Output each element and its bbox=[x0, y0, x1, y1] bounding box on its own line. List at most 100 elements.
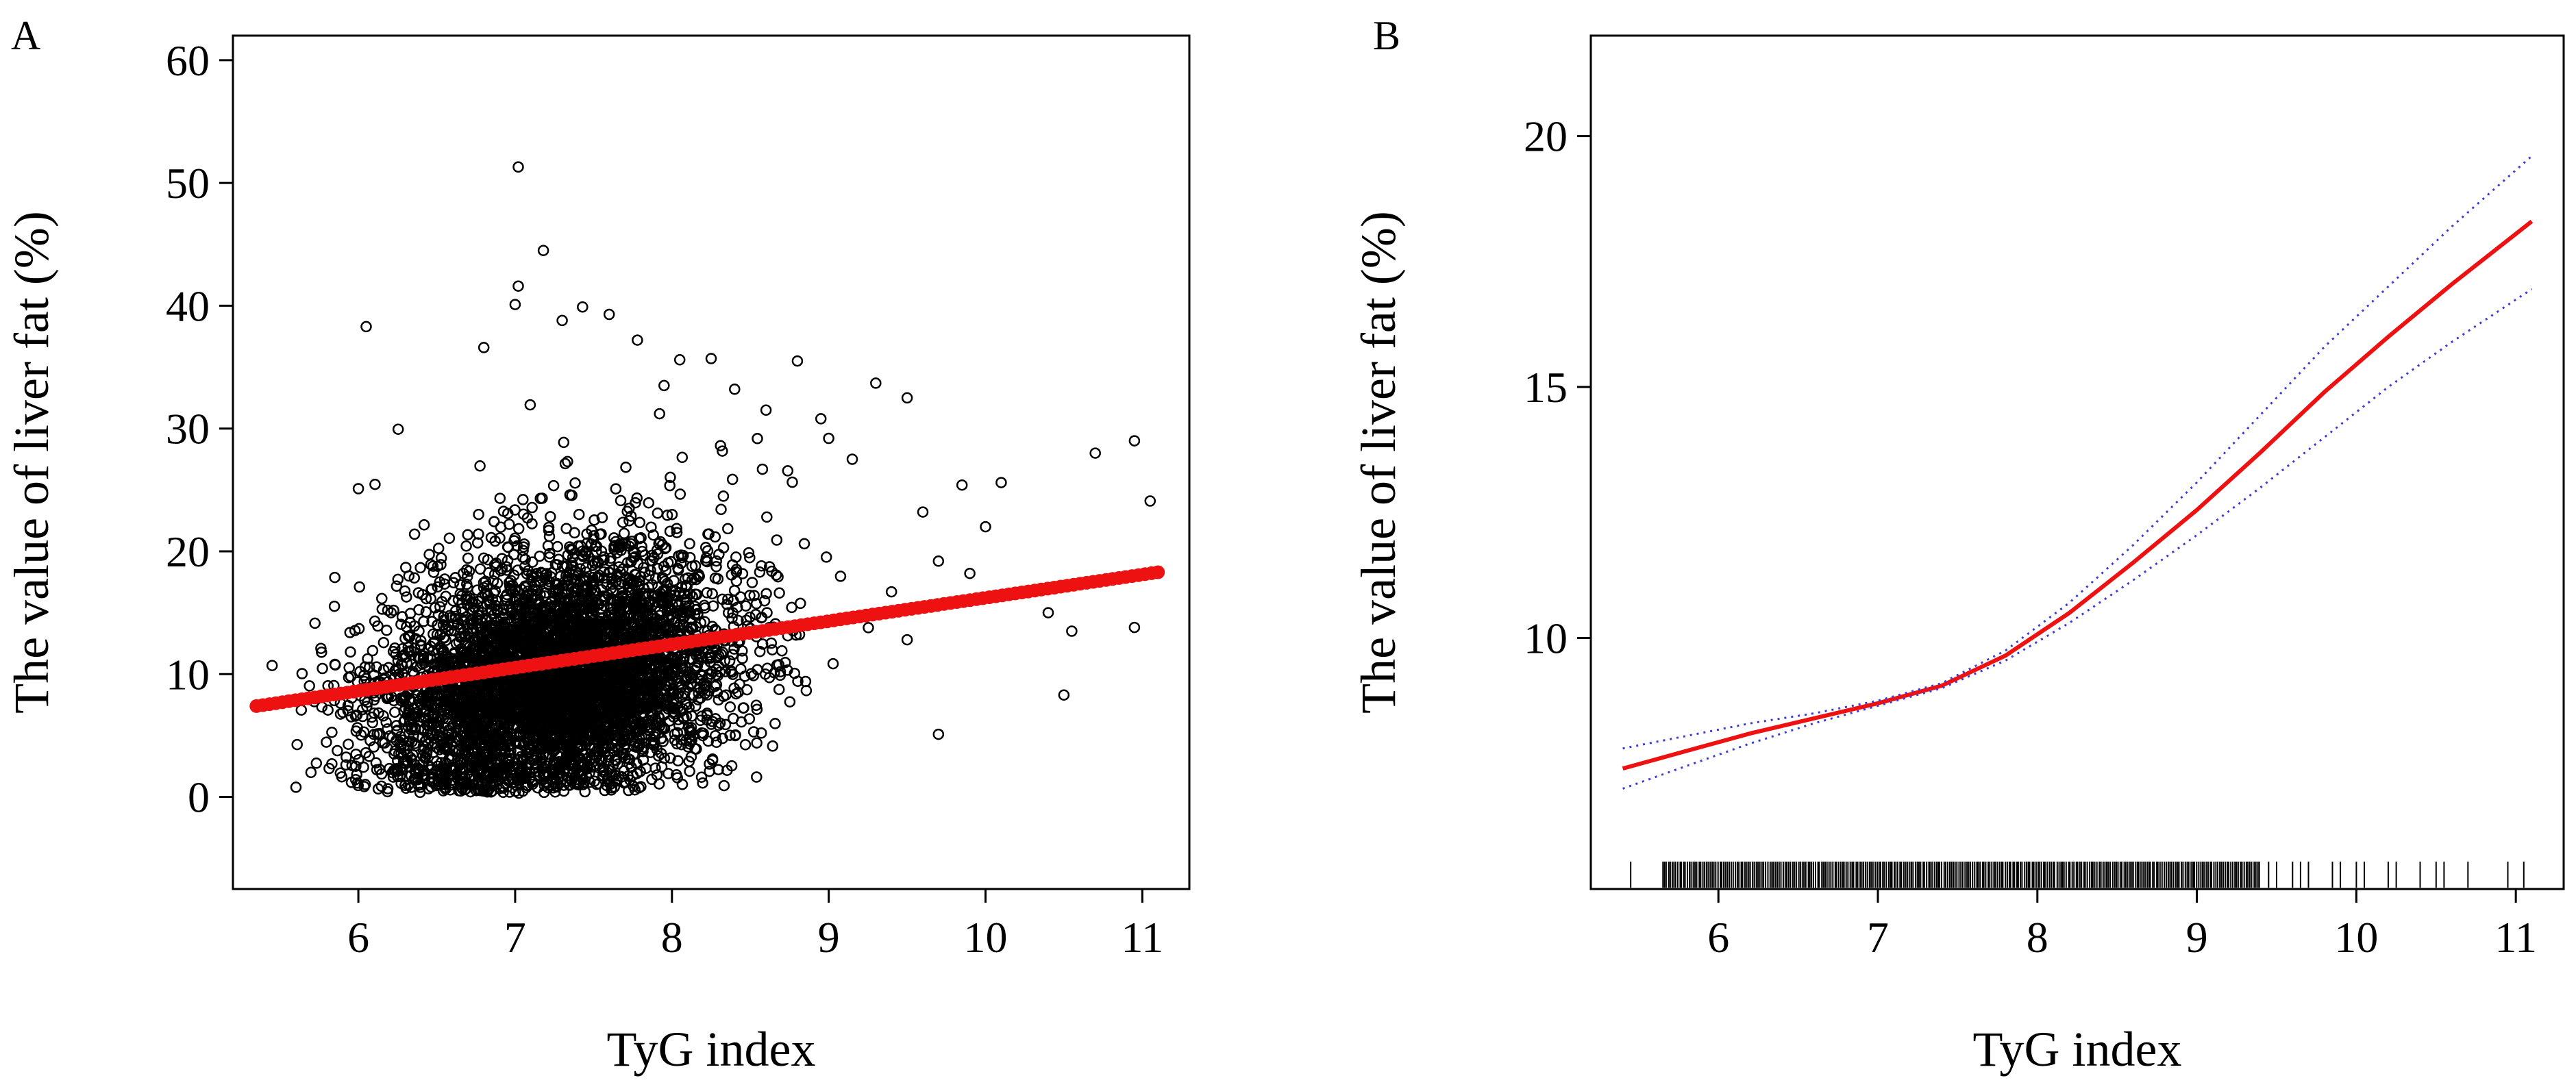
scatter-point bbox=[659, 584, 671, 596]
scatter-point bbox=[380, 716, 392, 728]
scatter-point bbox=[543, 525, 555, 536]
scatter-point bbox=[582, 759, 593, 771]
scatter-point bbox=[608, 753, 621, 766]
scatter-point bbox=[526, 501, 538, 514]
scatter-point bbox=[558, 758, 569, 770]
scatter-point bbox=[457, 606, 469, 618]
scatter-point bbox=[542, 540, 554, 552]
scatter-point bbox=[617, 563, 629, 575]
scatter-point bbox=[617, 516, 629, 528]
scatter-point bbox=[484, 768, 496, 779]
scatter-point bbox=[399, 779, 411, 791]
scatter-point bbox=[544, 547, 556, 560]
scatter-point bbox=[444, 610, 456, 622]
scatter-point bbox=[495, 521, 507, 533]
scatter-point bbox=[524, 399, 536, 411]
scatter-point bbox=[575, 540, 586, 552]
scatter-point bbox=[351, 709, 363, 721]
scatter-point bbox=[512, 523, 525, 535]
scatter-point bbox=[488, 568, 501, 580]
scatter-point bbox=[612, 541, 625, 553]
scatter-point bbox=[494, 716, 506, 728]
scatter-point bbox=[565, 608, 577, 621]
scatter-point bbox=[685, 721, 697, 734]
scatter-point bbox=[751, 703, 763, 715]
scatter-point bbox=[580, 562, 592, 573]
scatter-point bbox=[679, 600, 691, 612]
scatter-point bbox=[435, 642, 447, 655]
scatter-point bbox=[445, 749, 458, 762]
scatter-point bbox=[734, 591, 747, 603]
scatter-point bbox=[470, 649, 482, 660]
scatter-point bbox=[737, 702, 750, 714]
scatter-point bbox=[699, 660, 710, 672]
scatter-point bbox=[751, 771, 763, 783]
scatter-point bbox=[697, 729, 709, 742]
scatter-point bbox=[398, 716, 410, 728]
scatter-point bbox=[706, 588, 718, 600]
scatter-point bbox=[452, 594, 465, 606]
scatter-point bbox=[527, 556, 538, 568]
scatter-point bbox=[510, 736, 522, 747]
scatter-point bbox=[462, 723, 475, 736]
scatter-point bbox=[750, 609, 762, 621]
scatter-point bbox=[291, 738, 303, 751]
scatter-point bbox=[620, 461, 632, 473]
scatter-point bbox=[750, 699, 763, 712]
scatter-point bbox=[517, 785, 529, 797]
scatter-point bbox=[497, 505, 510, 517]
scatter-point bbox=[566, 489, 578, 501]
scatter-point bbox=[610, 483, 622, 495]
scatter-point bbox=[511, 775, 523, 786]
scatter-point bbox=[673, 719, 685, 731]
scatter-point bbox=[414, 786, 426, 799]
scatter-point bbox=[427, 560, 439, 572]
scatter-point bbox=[717, 542, 730, 554]
scatter-point bbox=[412, 587, 425, 599]
scatter-point bbox=[560, 755, 573, 767]
scatter-point bbox=[728, 712, 739, 725]
scatter-point bbox=[481, 732, 493, 744]
scatter-point bbox=[573, 508, 585, 521]
panel-a-letter: A bbox=[11, 13, 40, 58]
scatter-point bbox=[509, 504, 521, 516]
scatter-point bbox=[648, 551, 660, 564]
scatter-point bbox=[358, 781, 370, 792]
scatter-point bbox=[473, 508, 484, 521]
scatter-point bbox=[659, 575, 671, 588]
scatter-point bbox=[423, 549, 435, 560]
scatter-point bbox=[604, 594, 617, 606]
scatter-point bbox=[689, 609, 701, 621]
scatter-point bbox=[352, 779, 364, 792]
scatter-point bbox=[718, 779, 730, 792]
scatter-point bbox=[543, 551, 556, 563]
scatter-point bbox=[606, 784, 617, 796]
scatter-point bbox=[482, 553, 494, 566]
scatter-point bbox=[656, 761, 668, 773]
scatter-point bbox=[577, 616, 589, 628]
scatter-point bbox=[489, 535, 501, 547]
scatter-point bbox=[682, 741, 694, 753]
scatter-point bbox=[343, 738, 354, 750]
scatter-point bbox=[390, 648, 402, 660]
scatter-point bbox=[721, 599, 733, 610]
scatter-point bbox=[763, 672, 776, 684]
scatter-point bbox=[432, 619, 444, 631]
scatter-point bbox=[792, 675, 804, 687]
scatter-point bbox=[517, 508, 530, 520]
scatter-point bbox=[510, 786, 521, 797]
scatter-point bbox=[604, 776, 616, 788]
scatter-point bbox=[353, 623, 365, 635]
scatter-point bbox=[611, 682, 623, 694]
scatter-point bbox=[647, 738, 659, 750]
scatter-point bbox=[381, 742, 393, 754]
scatter-point bbox=[623, 758, 635, 770]
scatter-point bbox=[599, 784, 610, 797]
scatter-point bbox=[632, 725, 644, 737]
scatter-point bbox=[355, 729, 367, 741]
scatter-point bbox=[736, 568, 749, 579]
scatter-point bbox=[589, 585, 600, 597]
scatter-point bbox=[649, 662, 662, 675]
